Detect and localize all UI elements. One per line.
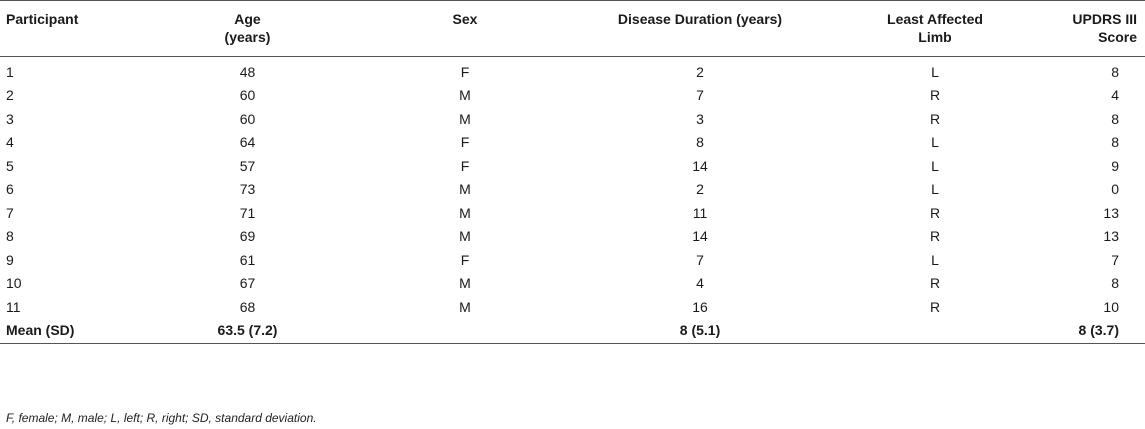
header-disease-duration: Disease Duration (years)	[617, 11, 783, 27]
cell-age: 61	[239, 251, 256, 268]
header-least-affected-limb: Least Affected Limb	[887, 11, 983, 45]
cell-updrs-score: 13	[1103, 228, 1119, 244]
cell-least-affected-limb: R	[929, 298, 941, 315]
cell-least-affected-limb: R	[929, 87, 941, 103]
cell-sex: M	[459, 298, 471, 315]
cell-updrs-score: 8	[1111, 275, 1119, 291]
table-row: 4 64 F 8 L 8	[0, 131, 1145, 155]
cell-updrs-score: 13	[1103, 204, 1119, 221]
cell-sex: M	[459, 275, 471, 291]
cell-sex: F	[460, 157, 470, 174]
cell-participant: 10	[6, 275, 22, 291]
cell-least-affected-limb: L	[931, 251, 939, 268]
mean-cell-disease-duration: 8 (5.1)	[565, 319, 835, 344]
header-participant: Participant	[6, 11, 79, 27]
cell-updrs-score: 7	[1111, 251, 1119, 268]
cell-sex: M	[459, 228, 471, 244]
cell-age: 60	[239, 87, 256, 103]
cell-participant: 3	[6, 110, 14, 127]
cell-age: 48	[239, 63, 256, 80]
table-row: 3 60 M 3 R 8	[0, 108, 1145, 132]
mean-cell-updrs-score: 8 (3.7)	[1035, 319, 1145, 344]
cell-least-affected-limb: R	[929, 228, 941, 244]
cell-updrs-score: 10	[1103, 298, 1119, 315]
cell-updrs-score: 8	[1111, 63, 1119, 80]
cell-disease-duration: 2	[696, 181, 704, 197]
cell-age: 60	[239, 110, 256, 127]
header-age: Age (years)	[224, 11, 271, 45]
cell-disease-duration: 3	[696, 110, 704, 127]
header-row: Participant Age (years) Sex Disease Durat…	[0, 0, 1145, 57]
cell-participant: 8	[6, 228, 14, 244]
cell-sex: M	[459, 181, 471, 197]
table-row: 1 48 F 2 L 8	[0, 61, 1145, 85]
cell-sex: F	[460, 134, 470, 150]
mean-cell-sex	[365, 319, 565, 344]
table-header: Participant Age (years) Sex Disease Durat…	[0, 0, 1145, 57]
cell-sex: F	[460, 251, 470, 268]
cell-age: 67	[239, 275, 256, 291]
cell-updrs-score: 8	[1111, 110, 1119, 127]
cell-least-affected-limb: L	[931, 63, 939, 80]
cell-least-affected-limb: L	[931, 134, 939, 150]
cell-sex: M	[459, 204, 471, 221]
table-row: 10 67 M 4 R 8	[0, 272, 1145, 296]
mean-cell-age: 63.5 (7.2)	[130, 319, 365, 344]
table-row: 9 61 F 7 L 7	[0, 249, 1145, 273]
cell-updrs-score: 4	[1111, 87, 1119, 103]
cell-disease-duration: 8	[696, 134, 704, 150]
cell-disease-duration: 14	[692, 157, 708, 174]
cell-age: 64	[239, 134, 256, 150]
cell-participant: 9	[6, 251, 14, 268]
cell-least-affected-limb: L	[931, 181, 939, 197]
cell-participant: 2	[6, 87, 14, 103]
cell-disease-duration: 14	[692, 228, 708, 244]
participant-table-container: Participant Age (years) Sex Disease Durat…	[0, 0, 1145, 344]
header-updrs-score: UPDRS III Score	[1072, 11, 1137, 45]
mean-cell-participant: Mean (SD)	[0, 319, 130, 344]
cell-least-affected-limb: R	[929, 110, 941, 127]
cell-least-affected-limb: R	[929, 275, 941, 291]
cell-age: 57	[239, 157, 256, 174]
cell-updrs-score: 8	[1111, 134, 1119, 150]
cell-participant: 4	[6, 134, 14, 150]
cell-participant: 6	[6, 181, 14, 197]
cell-disease-duration: 2	[696, 63, 704, 80]
cell-disease-duration: 7	[696, 87, 704, 103]
table-row: 5 57 F 14 L 9	[0, 155, 1145, 179]
table-body: 1 48 F 2 L 8 2 60 M 7 R 4 3 60 M 3 R 8 4 64 F 8 L 8 5 57 F 14 L 9 6 73 M…	[0, 57, 1145, 344]
cell-sex: M	[459, 110, 471, 127]
cell-age: 69	[239, 228, 256, 244]
mean-cell-least-affected-limb	[835, 319, 1035, 344]
table-row: 8 69 M 14 R 13	[0, 225, 1145, 249]
cell-disease-duration: 11	[692, 204, 708, 221]
cell-age: 71	[239, 204, 256, 221]
cell-updrs-score: 9	[1111, 157, 1119, 174]
table-row: 11 68 M 16 R 10	[0, 296, 1145, 320]
cell-participant: 11	[6, 298, 21, 315]
cell-participant: 7	[6, 204, 14, 221]
participant-characteristics-table: Participant Age (years) Sex Disease Durat…	[0, 0, 1145, 344]
cell-disease-duration: 16	[692, 298, 708, 315]
cell-participant: 1	[6, 63, 14, 80]
cell-least-affected-limb: R	[929, 204, 941, 221]
cell-updrs-score: 0	[1111, 181, 1119, 197]
cell-sex: M	[459, 87, 471, 103]
cell-disease-duration: 4	[696, 275, 704, 291]
cell-least-affected-limb: L	[931, 157, 939, 174]
table-footnote: F, female; M, male; L, left; R, right; S…	[6, 411, 317, 425]
table-row: 6 73 M 2 L 0	[0, 178, 1145, 202]
table-row: 2 60 M 7 R 4	[0, 84, 1145, 108]
header-sex: Sex	[452, 11, 478, 27]
cell-sex: F	[460, 63, 470, 80]
mean-sd-row: Mean (SD) 63.5 (7.2) 8 (5.1) 8 (3.7)	[0, 319, 1145, 344]
cell-age: 73	[239, 181, 256, 197]
cell-disease-duration: 7	[696, 251, 704, 268]
cell-participant: 5	[6, 157, 14, 174]
cell-age: 68	[239, 298, 256, 315]
table-row: 7 71 M 11 R 13	[0, 202, 1145, 226]
